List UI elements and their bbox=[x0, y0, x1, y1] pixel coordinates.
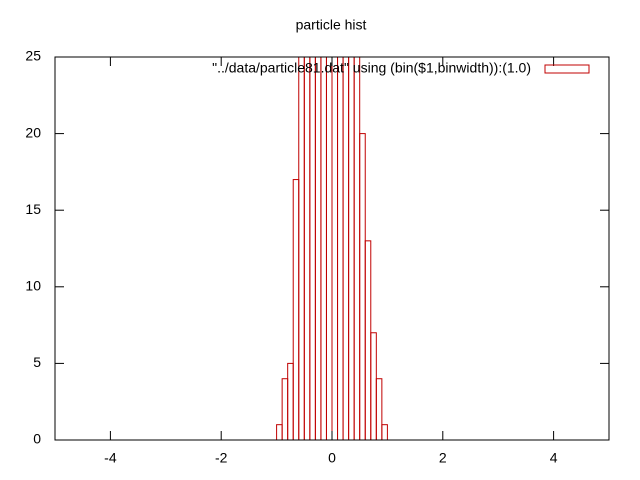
y-tick-label: 20 bbox=[25, 124, 41, 140]
x-tick-label: 4 bbox=[550, 450, 558, 466]
y-tick-label: 10 bbox=[25, 278, 41, 294]
x-tick-label: 0 bbox=[328, 450, 336, 466]
y-tick-label: 0 bbox=[33, 431, 41, 447]
legend-label: "../data/particle81.dat" using (bin($1,b… bbox=[212, 60, 531, 76]
bar bbox=[375, 378, 383, 440]
legend-swatch bbox=[544, 64, 590, 74]
y-tick-label: 15 bbox=[25, 201, 41, 217]
y-tick-label: 25 bbox=[25, 48, 41, 64]
chart-title: particle hist bbox=[296, 17, 367, 33]
x-tick-label: 2 bbox=[439, 450, 447, 466]
x-tick-label: -2 bbox=[215, 450, 228, 466]
x-tick-label: -4 bbox=[104, 450, 117, 466]
y-tick-label: 5 bbox=[33, 354, 41, 370]
